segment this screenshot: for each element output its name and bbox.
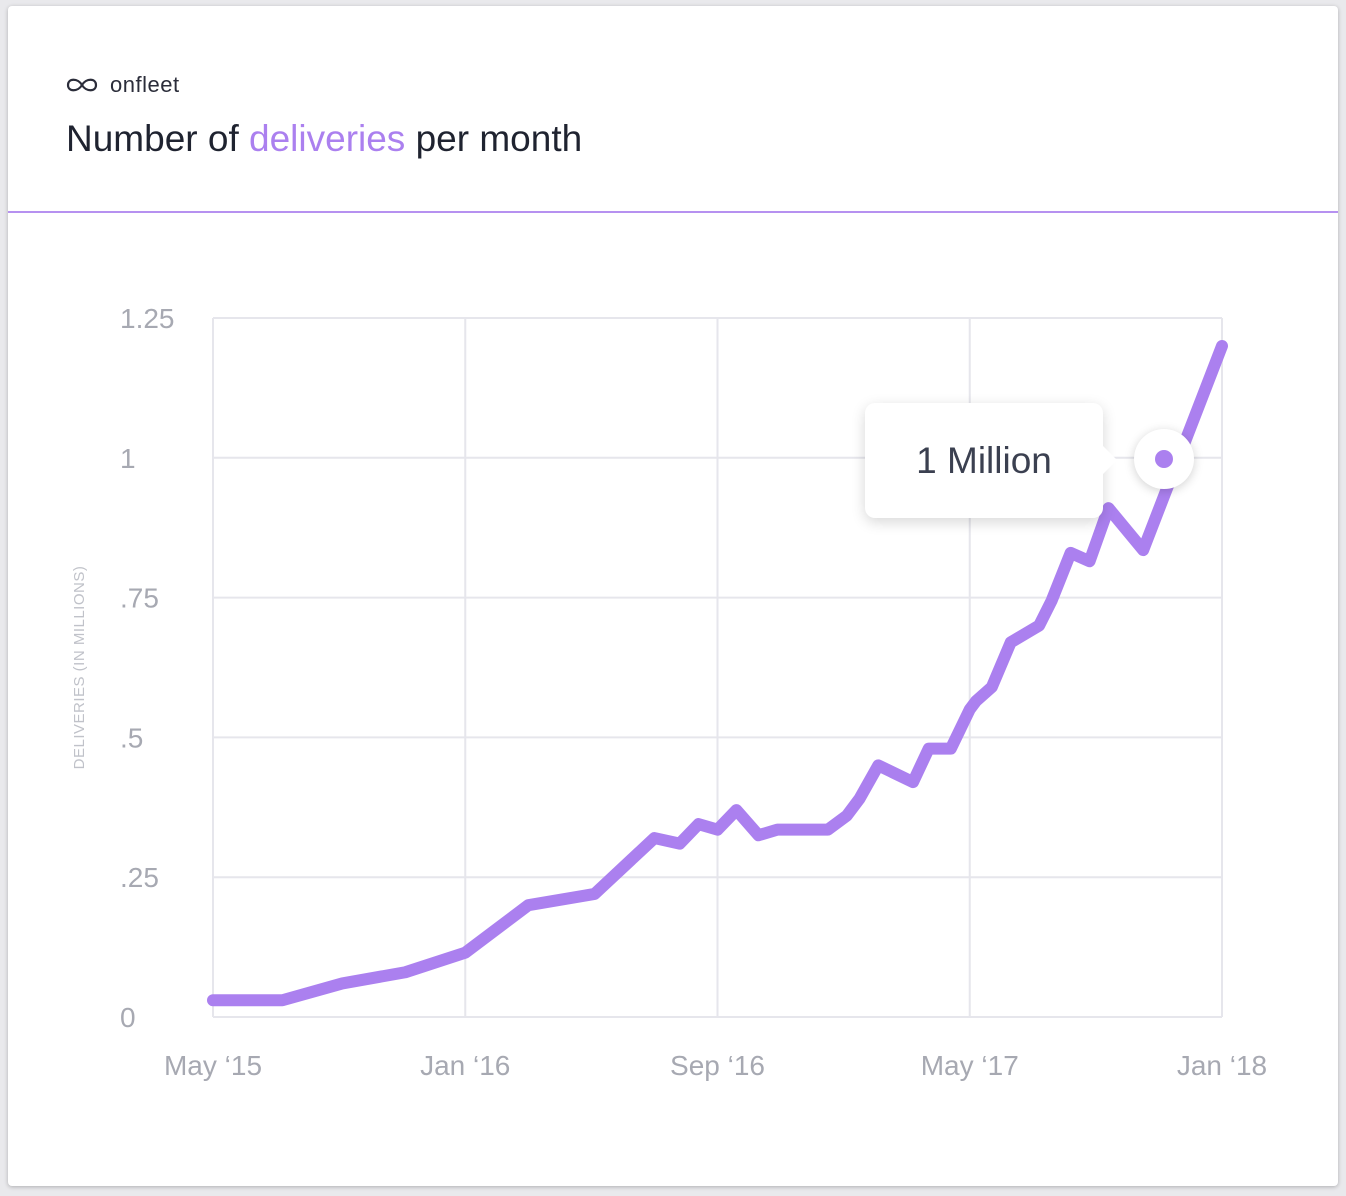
- title-suffix: per month: [405, 118, 583, 159]
- header-divider: [8, 211, 1338, 213]
- value-tooltip: 1 Million: [865, 403, 1117, 518]
- x-tick-label: Jan ‘16: [420, 1050, 510, 1081]
- y-axis-label: DELIVERIES (IN MILLIONS): [71, 566, 88, 770]
- x-tick-label: Jan ‘18: [1177, 1050, 1267, 1081]
- chart-card: onfleet Number of deliveries per month 0…: [8, 6, 1338, 1186]
- x-tick-label: May ‘17: [921, 1050, 1019, 1081]
- y-axis-ticks: 0 .25 .5 .75 1 1.25: [120, 303, 175, 1033]
- series-line: [207, 339, 1228, 1007]
- title-highlight: deliveries: [249, 118, 406, 159]
- tooltip-label: 1 Million: [916, 439, 1052, 481]
- y-tick-label: 0: [120, 1002, 136, 1033]
- series-group: [207, 339, 1228, 1007]
- highlight-dot: [1155, 450, 1173, 468]
- infinity-icon: [64, 76, 100, 94]
- title-prefix: Number of: [66, 118, 250, 159]
- y-tick-label: 1.25: [120, 303, 175, 334]
- x-tick-label: May ‘15: [164, 1050, 262, 1081]
- highlight-marker[interactable]: [1134, 429, 1194, 489]
- y-tick-label: .5: [120, 722, 143, 753]
- brand-name: onfleet: [110, 72, 180, 97]
- y-tick-label: 1: [120, 443, 136, 474]
- brand-logo: onfleet: [64, 72, 180, 98]
- y-tick-label: .25: [120, 862, 159, 893]
- y-tick-label: .75: [120, 583, 159, 614]
- x-axis-ticks: May ‘15 Jan ‘16 Sep ‘16 May ‘17 Jan ‘18: [164, 1050, 1267, 1081]
- x-tick-label: Sep ‘16: [670, 1050, 765, 1081]
- chart-title: Number of deliveries per month: [66, 118, 582, 160]
